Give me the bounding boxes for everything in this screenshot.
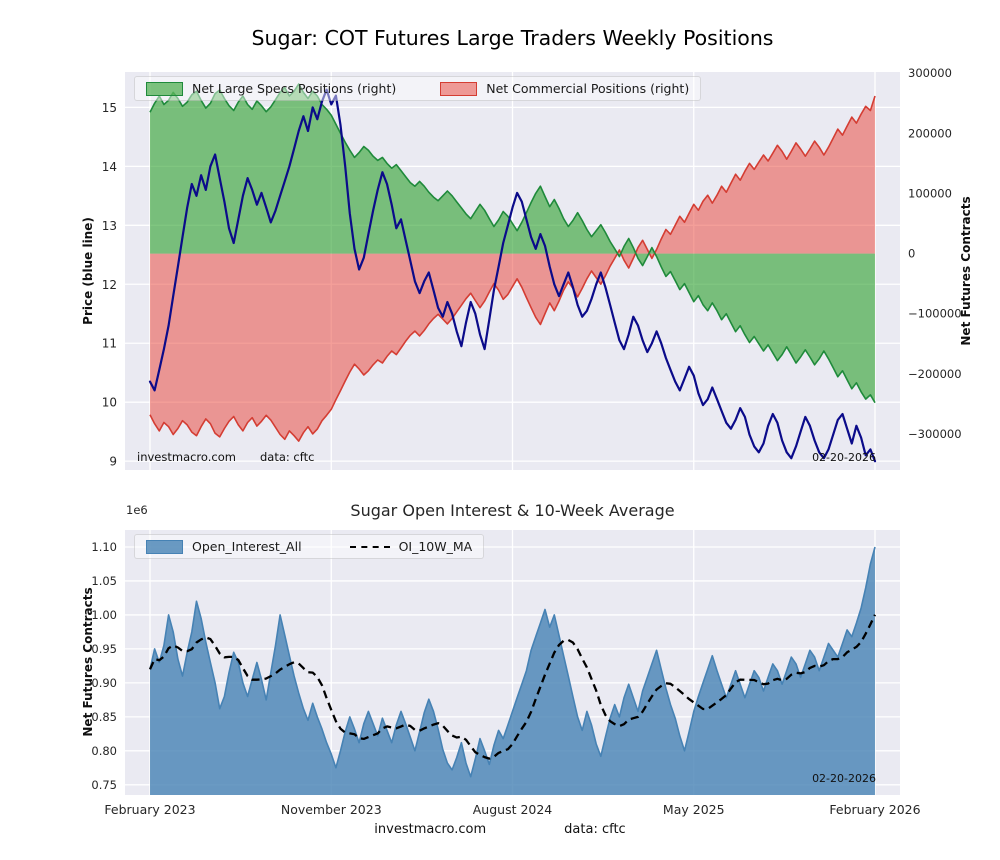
oi-tick-label: 0.90 xyxy=(91,676,117,690)
price-tick-label: 14 xyxy=(102,160,117,174)
figure-footer: investmacro.com data: cftc xyxy=(0,822,1000,837)
ma-legend-line xyxy=(349,545,390,548)
x-tick-label: May 2025 xyxy=(663,802,725,817)
price-tick-label: 9 xyxy=(109,455,117,469)
ma-legend-label: OI_10W_MA xyxy=(398,539,473,554)
cot-left-axis-label: Price (blue line) xyxy=(81,217,95,325)
specs-area-fill xyxy=(150,84,875,403)
commercial-area-fill xyxy=(150,96,875,442)
oi-tick-label: 1.10 xyxy=(91,540,117,554)
specs-legend-label: Net Large Specs Positions (right) xyxy=(192,81,397,96)
cot-right-axis-label: Net Futures Contracts xyxy=(959,196,973,346)
ma-line xyxy=(148,614,877,760)
commercial-legend-patch xyxy=(440,81,478,96)
oi-tick-label: 1.00 xyxy=(91,608,117,622)
cot-legend: Net Large Specs Positions (right) Net Co… xyxy=(134,76,702,101)
open-interest-area-edge xyxy=(149,546,876,778)
price-tick-label: 13 xyxy=(102,219,117,233)
open-interest-area-fill xyxy=(150,547,875,795)
oi-tick-label: 0.75 xyxy=(91,778,117,792)
oi-tick-label: 0.80 xyxy=(91,744,117,758)
oi-tick-label: 0.95 xyxy=(91,642,117,656)
oi-legend-item-open-interest: Open_Interest_All xyxy=(146,539,302,554)
x-tick-label: February 2023 xyxy=(104,802,195,817)
oi-legend-item-ma: OI_10W_MA xyxy=(349,539,473,554)
cot-date-label: 02-20-2026 xyxy=(812,451,876,464)
commercial-area-edge xyxy=(149,95,876,442)
contracts-tick-label: 0 xyxy=(908,247,915,261)
oi-legend-patch xyxy=(146,539,183,554)
commercial-legend-label: Net Commercial Positions (right) xyxy=(486,81,690,96)
price-tick-label: 15 xyxy=(102,101,117,115)
oi-tick-label: 1.05 xyxy=(91,574,117,588)
footer-watermark: investmacro.com xyxy=(374,822,487,837)
oi-tick-label: 0.85 xyxy=(91,710,117,724)
oi-date-label: 02-20-2026 xyxy=(812,772,876,785)
oi-legend-label: Open_Interest_All xyxy=(192,539,302,554)
cot-legend-item-commercial: Net Commercial Positions (right) xyxy=(440,81,689,96)
watermark-text: investmacro.com xyxy=(137,450,236,464)
source-text: data: cftc xyxy=(259,450,315,464)
oi-left-axis-label: Net Futures Contracts xyxy=(81,587,95,737)
specs-area-edge xyxy=(149,83,876,404)
contracts-tick-label: −300000 xyxy=(908,427,962,441)
contracts-tick-label: −200000 xyxy=(908,367,962,381)
specs-legend-patch xyxy=(146,81,183,96)
cot-legend-item-specs: Net Large Specs Positions (right) xyxy=(146,81,396,96)
x-tick-label: February 2026 xyxy=(829,802,920,817)
price-line xyxy=(148,88,877,463)
oi-legend: Open_Interest_All OI_10W_MA xyxy=(134,534,485,559)
page-title: Sugar: COT Futures Large Traders Weekly … xyxy=(251,26,774,50)
contracts-tick-label: 100000 xyxy=(908,186,952,200)
contracts-tick-label: 200000 xyxy=(908,126,952,140)
price-tick-label: 11 xyxy=(102,337,117,351)
cot-watermark: investmacro.com data: cftc xyxy=(137,450,314,464)
price-tick-label: 10 xyxy=(102,396,117,410)
footer-source: data: cftc xyxy=(564,822,626,837)
contracts-tick-label: −100000 xyxy=(908,307,962,321)
x-tick-label: August 2024 xyxy=(473,802,553,817)
price-tick-label: 12 xyxy=(102,278,117,292)
oi-chart-title: Sugar Open Interest & 10-Week Average xyxy=(350,501,675,520)
contracts-tick-label: 300000 xyxy=(908,66,952,80)
x-tick-label: November 2023 xyxy=(281,802,382,817)
oi-axis-offset: 1e6 xyxy=(126,503,148,517)
